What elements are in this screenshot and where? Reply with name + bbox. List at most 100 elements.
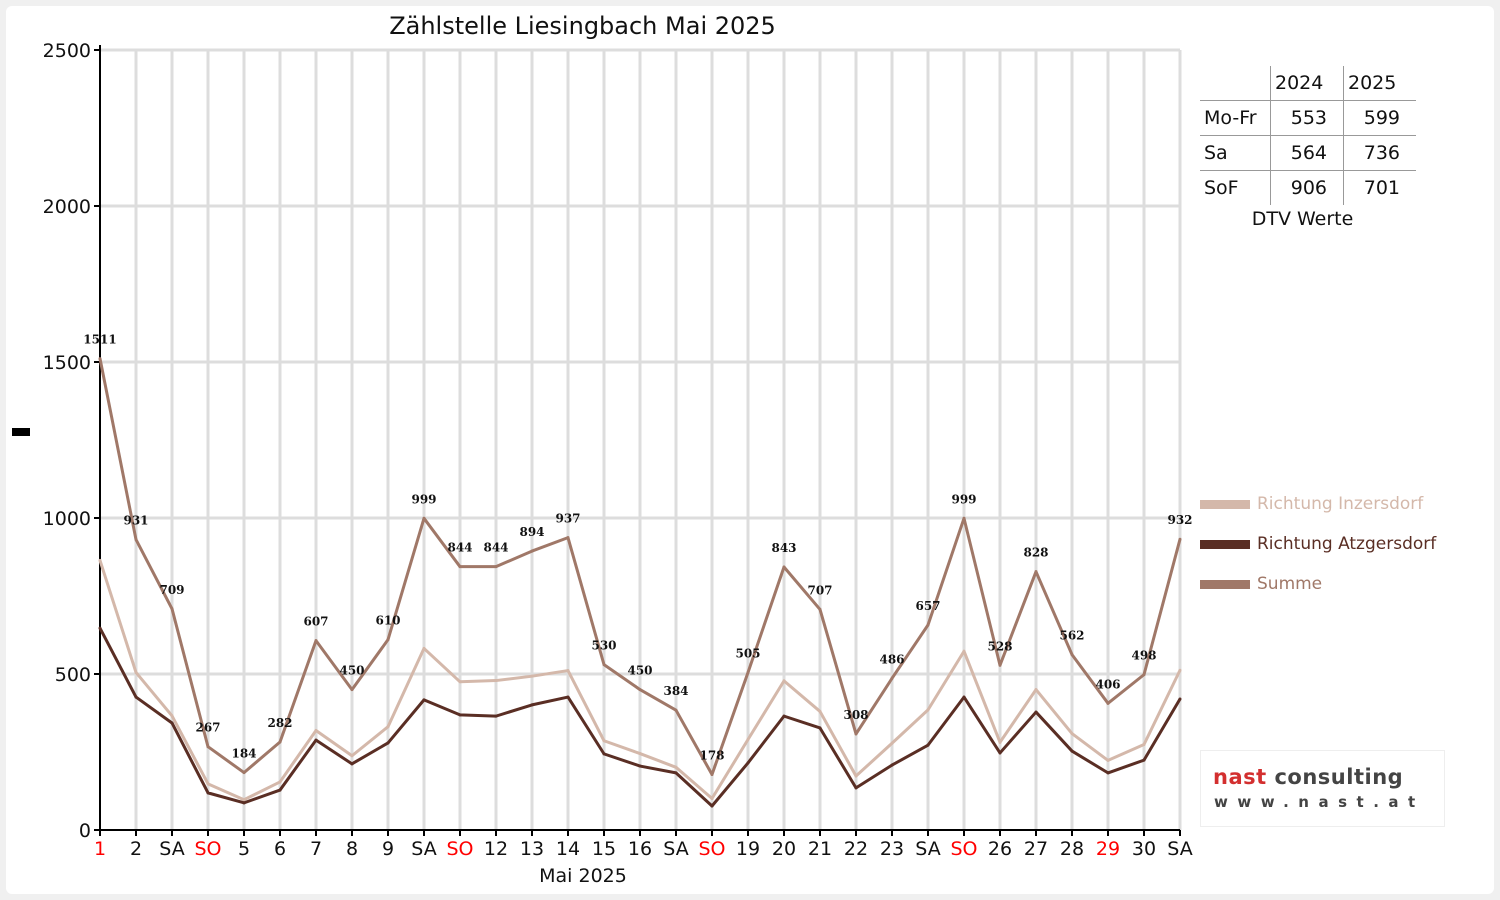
data-label: 610	[375, 614, 400, 628]
data-point	[314, 639, 318, 643]
data-point	[422, 698, 426, 702]
data-label: 843	[771, 541, 796, 555]
data-point	[206, 782, 210, 786]
x-tick-label: 19	[736, 838, 760, 860]
logo-url: www.nast.at	[1214, 793, 1425, 811]
data-point	[962, 516, 966, 520]
data-point	[278, 788, 282, 792]
data-point	[1178, 668, 1182, 672]
data-point	[170, 607, 174, 611]
data-point	[926, 708, 930, 712]
data-point	[674, 765, 678, 769]
x-tick-label: 9	[382, 838, 394, 860]
data-label: 308	[843, 708, 868, 722]
legend-swatch	[1200, 579, 1250, 589]
data-label: 932	[1167, 513, 1192, 527]
data-label: 828	[1023, 546, 1048, 560]
data-point	[1034, 688, 1038, 692]
dtv-header-2025: 2025	[1343, 66, 1416, 101]
y-tick-label: 500	[55, 664, 91, 686]
data-point	[386, 638, 390, 642]
data-point	[242, 801, 246, 805]
data-point	[710, 772, 714, 776]
data-point	[350, 762, 354, 766]
data-point	[638, 688, 642, 692]
data-point	[854, 774, 858, 778]
x-tick-label: 1	[94, 838, 106, 860]
data-point	[458, 680, 462, 684]
x-tick-label: SO	[194, 838, 221, 860]
data-point	[278, 740, 282, 744]
data-point	[422, 516, 426, 520]
data-point	[1070, 653, 1074, 657]
data-point	[98, 558, 102, 562]
data-point	[530, 549, 534, 553]
dtv-header-2024: 2024	[1270, 66, 1344, 101]
data-point	[458, 713, 462, 717]
x-tick-label: 13	[520, 838, 544, 860]
dtv-cell: 736	[1343, 135, 1416, 171]
data-point	[998, 740, 1002, 744]
data-point	[134, 670, 138, 674]
data-point	[530, 674, 534, 678]
data-point	[1178, 537, 1182, 541]
dtv-row-label: Sa	[1200, 135, 1271, 171]
x-axis-label: Mai 2025	[539, 865, 627, 887]
data-point	[494, 565, 498, 569]
data-point	[206, 745, 210, 749]
data-point	[386, 741, 390, 745]
data-point	[494, 714, 498, 718]
x-tick-label: 20	[772, 838, 796, 860]
dtv-cell: 599	[1343, 100, 1416, 136]
data-label: 844	[483, 541, 508, 555]
x-tick-label: SA	[663, 838, 688, 860]
y-axis-label-glyph	[12, 428, 30, 436]
data-label: 178	[699, 748, 724, 762]
data-point	[242, 798, 246, 802]
legend-label: Summe	[1257, 574, 1323, 594]
data-point	[134, 538, 138, 542]
data-point	[1178, 697, 1182, 701]
legend-swatch	[1200, 539, 1250, 549]
logo-nast: nast	[1213, 765, 1267, 789]
data-point	[638, 764, 642, 768]
data-point	[98, 626, 102, 630]
data-label: 530	[591, 639, 616, 653]
data-point	[314, 728, 318, 732]
data-point	[530, 703, 534, 707]
data-point	[710, 796, 714, 800]
nast-consulting-logo: nast consulting www.nast.at	[1200, 750, 1445, 827]
x-tick-label: 2	[130, 838, 142, 860]
data-point	[386, 725, 390, 729]
data-point	[314, 738, 318, 742]
x-tick-label: SA	[159, 838, 184, 860]
y-tick-label: 1000	[43, 508, 91, 530]
data-label: 505	[735, 646, 760, 660]
y-tick-label: 0	[79, 820, 91, 842]
data-point	[1070, 732, 1074, 736]
data-point	[98, 357, 102, 361]
x-tick-label: 7	[310, 838, 322, 860]
x-tick-label: 22	[844, 838, 868, 860]
logo-consulting: consulting	[1274, 765, 1404, 789]
legend-item-inzersdorf: Richtung Inzersdorf	[1200, 494, 1423, 514]
legend-label: Richtung Inzersdorf	[1257, 494, 1424, 514]
data-label: 528	[987, 639, 1012, 653]
data-point	[818, 709, 822, 713]
dtv-row-label: Mo-Fr	[1200, 100, 1271, 136]
data-point	[1034, 570, 1038, 574]
data-point	[746, 738, 750, 742]
data-point	[602, 663, 606, 667]
chart-title: Zählstelle Liesingbach Mai 2025	[389, 12, 776, 40]
data-point	[890, 676, 894, 680]
y-tick-label: 2000	[43, 196, 91, 218]
data-point	[818, 607, 822, 611]
data-point	[638, 752, 642, 756]
data-point	[566, 669, 570, 673]
data-point	[890, 741, 894, 745]
dtv-cell: 553	[1270, 100, 1344, 136]
dtv-table: 2024 2025 Mo-Fr 553 599 Sa 564 736 SoF 906 701	[1200, 66, 1416, 205]
legend-swatch	[1200, 499, 1250, 509]
dtv-cell: 906	[1270, 170, 1344, 205]
